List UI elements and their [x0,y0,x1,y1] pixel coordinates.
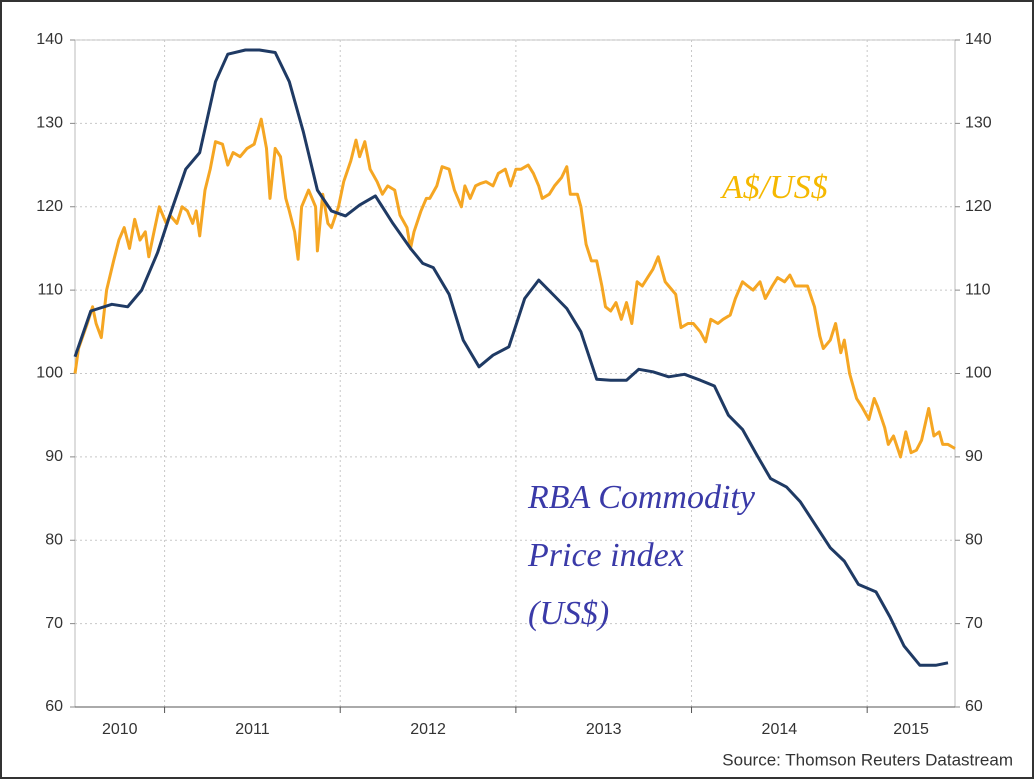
y2-tick-label: 110 [965,281,991,298]
y-tick-label: 60 [45,698,63,715]
y2-tick-label: 80 [965,531,983,548]
y2-tick-label: 90 [965,448,983,465]
y2-tick-label: 120 [965,198,992,215]
x-tick-label: 2012 [410,721,446,738]
annotation: RBA Commodity [527,479,756,516]
source-note: Source: Thomson Reuters Datastream [722,750,1013,769]
series-line [73,117,956,459]
y2-tick-label: 100 [965,365,992,382]
x-tick-label: 2014 [762,721,798,738]
y2-tick-label: 70 [965,615,983,632]
y-tick-label: 120 [36,198,63,215]
y2-tick-label: 140 [965,31,992,48]
y-tick-label: 110 [37,281,63,298]
x-tick-label: 2013 [586,721,622,738]
y2-tick-label: 130 [965,115,992,132]
y-tick-label: 130 [36,115,63,132]
annotation: Price index [527,537,684,574]
series-line [73,48,949,667]
y-tick-label: 140 [36,31,63,48]
x-tick-label: 2011 [235,721,270,738]
y-tick-label: 80 [45,531,63,548]
y-tick-label: 90 [45,448,63,465]
annotation: (US$) [528,595,609,632]
y-tick-label: 100 [36,365,63,382]
y2-tick-label: 60 [965,698,983,715]
x-tick-label: 2010 [102,721,138,738]
y-tick-label: 70 [45,615,63,632]
x-tick-label: 2015 [893,721,929,738]
annotation: A$/US$ [720,169,828,206]
